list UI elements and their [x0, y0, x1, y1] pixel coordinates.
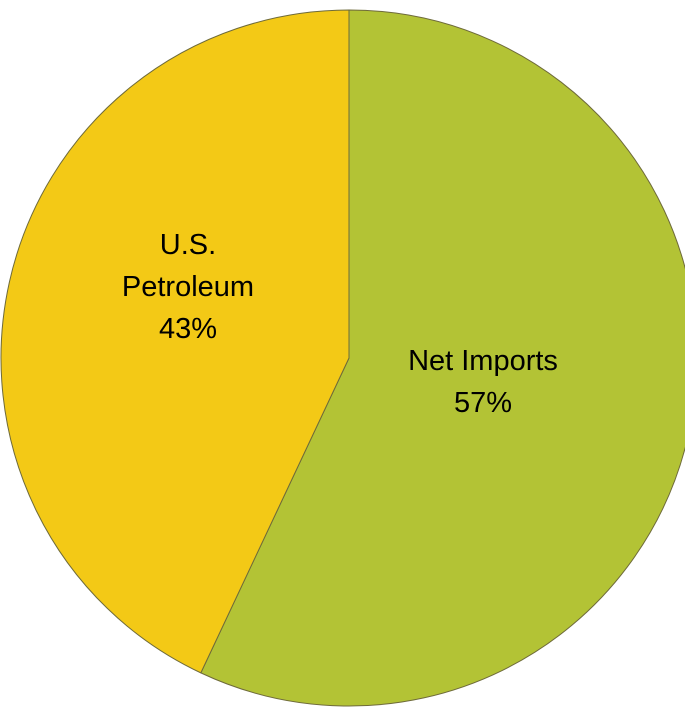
- slice-label: Net Imports 57%: [408, 345, 558, 419]
- slice-label-line: 43%: [159, 313, 217, 345]
- pie-slice-net-imports: [200, 9, 685, 707]
- slice-label-line: 57%: [454, 387, 512, 419]
- pie-slices: [0, 9, 685, 707]
- slice-label-line: U.S.: [160, 229, 216, 261]
- slice-label: U.S. Petroleum 43%: [122, 229, 254, 345]
- slice-label-line: Petroleum: [122, 271, 254, 303]
- pie-slice-u-s-petroleum: [0, 9, 350, 674]
- pie-labels: Net Imports 57% U.S. Petroleum 43%: [122, 229, 558, 419]
- slice-label-line: Net Imports: [408, 345, 558, 377]
